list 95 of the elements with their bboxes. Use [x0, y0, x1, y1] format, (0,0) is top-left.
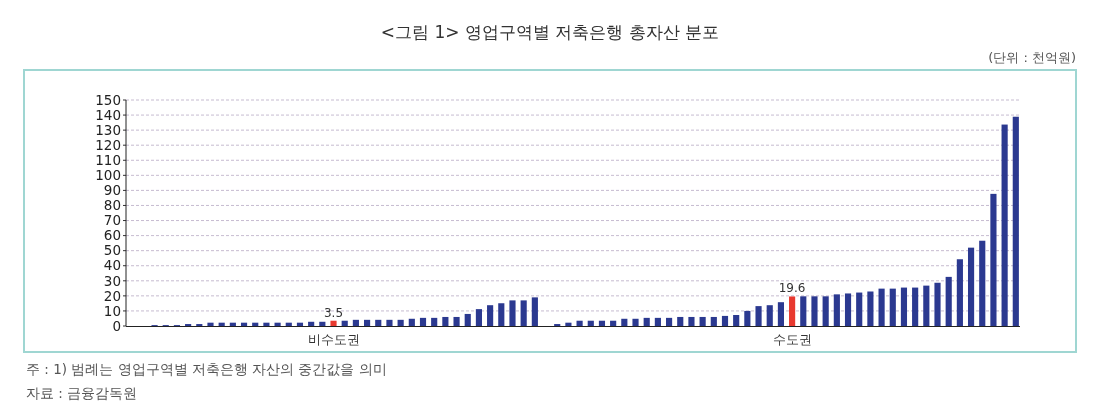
bar	[419, 317, 427, 326]
bar	[811, 296, 818, 326]
bar	[397, 319, 404, 326]
bar	[967, 247, 975, 326]
bar	[789, 296, 796, 326]
bar	[621, 318, 628, 326]
bar	[979, 240, 986, 326]
bar	[386, 319, 393, 326]
bar	[598, 320, 606, 326]
bar	[498, 303, 505, 326]
y-tick-label: 20	[103, 287, 121, 304]
bar	[856, 292, 863, 326]
bar	[800, 296, 807, 326]
y-tick-label: 30	[103, 272, 121, 289]
bar	[520, 300, 527, 326]
y-tick-label: 120	[95, 136, 121, 153]
bar	[844, 293, 852, 326]
bar	[587, 320, 594, 326]
bar	[509, 300, 516, 326]
bar	[464, 313, 471, 326]
bar	[274, 322, 281, 326]
y-tick-label: 110	[95, 151, 121, 168]
y-tick-label: 60	[103, 227, 121, 244]
bar	[934, 282, 941, 326]
text: 자료 : 금융감독원	[26, 385, 138, 401]
bar	[956, 259, 963, 326]
bar	[699, 316, 706, 326]
bar	[565, 322, 572, 326]
bar	[688, 316, 695, 326]
bar	[610, 320, 617, 326]
bar	[900, 287, 908, 326]
y-tick-label: 100	[95, 167, 121, 184]
bar	[632, 318, 639, 326]
bar	[285, 322, 292, 326]
y-tick-label: 50	[103, 242, 121, 259]
bar	[487, 305, 494, 326]
bar	[453, 316, 460, 326]
bar	[218, 322, 225, 326]
text: (단위 : 천억원)	[988, 50, 1076, 65]
bar	[442, 316, 449, 326]
bar	[352, 319, 359, 326]
y-tick-label: 10	[103, 302, 121, 319]
bar	[431, 317, 438, 326]
bar	[364, 319, 371, 326]
bar	[867, 291, 874, 326]
bar	[654, 317, 661, 326]
y-tick-label: 140	[95, 106, 121, 123]
bar	[822, 296, 829, 326]
bar	[1012, 116, 1019, 326]
bar	[330, 320, 337, 326]
bar	[576, 320, 583, 326]
y-tick-label: 0	[112, 317, 121, 334]
y-tick-label: 70	[103, 212, 121, 229]
chart-title: <그림 1> 영업구역별 저축은행 총자산 분포	[380, 22, 720, 42]
bar	[308, 321, 315, 326]
bar	[889, 288, 896, 326]
data-label: 3.5	[323, 305, 344, 320]
bar	[833, 294, 840, 326]
bar	[666, 317, 673, 326]
bar	[755, 306, 762, 326]
bar	[319, 321, 326, 326]
bar	[777, 302, 784, 326]
x-tick-label: 비수도권	[307, 332, 360, 347]
text: 주 : 1) 범례는 영업구역별 저축은행 자산의 중간값을 의미	[26, 361, 387, 377]
bar	[531, 297, 538, 326]
bar	[341, 320, 348, 326]
bar	[229, 322, 236, 326]
bar	[710, 316, 717, 326]
bar	[990, 193, 997, 326]
bar	[945, 276, 952, 326]
bar	[408, 318, 415, 326]
y-tick-label: 90	[103, 182, 121, 199]
bar	[252, 322, 259, 326]
bar	[744, 310, 751, 326]
bar	[721, 315, 729, 326]
bar	[643, 317, 650, 326]
bar	[733, 315, 740, 326]
bar	[375, 319, 382, 326]
bar	[1001, 124, 1008, 326]
bar	[923, 285, 930, 326]
bar	[475, 309, 482, 326]
y-tick-label: 130	[95, 121, 121, 138]
bar	[207, 322, 214, 326]
bar	[766, 305, 773, 326]
y-tick-label: 40	[103, 257, 121, 274]
bar	[296, 322, 304, 326]
x-tick-label: 수도권	[772, 332, 812, 347]
bar	[912, 287, 919, 326]
y-tick-label: 80	[103, 197, 121, 214]
bar	[240, 322, 248, 326]
bar	[878, 288, 885, 326]
bar	[263, 322, 270, 326]
bar	[677, 316, 684, 326]
data-label: 19.6	[778, 281, 806, 296]
y-tick-label: 150	[95, 91, 121, 108]
